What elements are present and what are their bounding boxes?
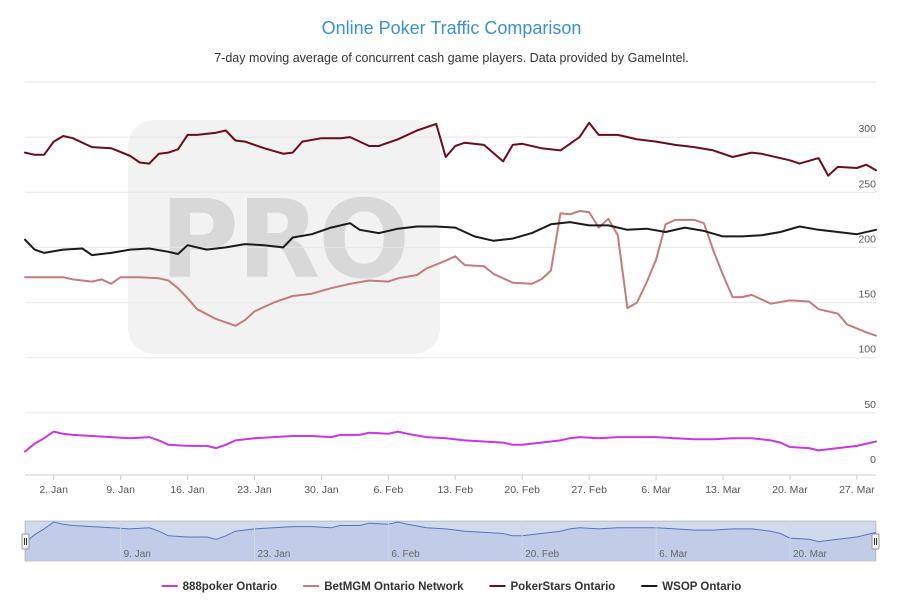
x-tick-label: 20. Mar bbox=[772, 484, 808, 496]
watermark-text: PRO bbox=[160, 178, 408, 303]
x-tick-label: 30. Jan bbox=[304, 484, 339, 496]
series-line-1[interactable] bbox=[24, 210, 877, 337]
chart-subtitle: 7-day moving average of concurrent cash … bbox=[214, 51, 689, 65]
navigator-area bbox=[25, 522, 876, 560]
x-tick-label: 6. Feb bbox=[373, 484, 403, 496]
x-tick-label: 13. Mar bbox=[705, 484, 741, 496]
x-axis: 2. Jan 9. Jan 16. Jan 23. Jan 30. Jan 6. Feb 1… bbox=[25, 474, 876, 496]
y-tick-label: 200 bbox=[858, 233, 876, 245]
y-tick-label: 0 bbox=[870, 454, 876, 466]
legend-item-3[interactable]: WSOP Ontario bbox=[641, 581, 741, 593]
legend-item-0[interactable]: 888poker Ontario bbox=[161, 581, 278, 593]
x-tick-label: 6. Mar bbox=[641, 484, 671, 496]
series-line-3[interactable] bbox=[24, 221, 877, 257]
navigator-tick-label: 6. Mar bbox=[659, 549, 688, 560]
navigator-handle-right[interactable] bbox=[871, 533, 880, 550]
y-tick-label: 250 bbox=[858, 178, 876, 190]
x-tick-label: 13. Feb bbox=[437, 484, 473, 496]
navigator[interactable]: 9. Jan 23. Jan 6. Feb 20. Feb 6. Mar 20. Mar bbox=[21, 520, 880, 562]
series-line-0[interactable] bbox=[24, 430, 877, 453]
legend-label: WSOP Ontario bbox=[662, 581, 741, 593]
y-tick-label: 150 bbox=[858, 289, 876, 301]
y-tick-label: 100 bbox=[858, 344, 876, 356]
legend-label: PokerStars Ontario bbox=[511, 581, 616, 593]
navigator-tick-label: 20. Mar bbox=[793, 549, 828, 560]
watermark-badge bbox=[128, 120, 440, 354]
navigator-tick-label: 9. Jan bbox=[124, 549, 151, 560]
navigator-line bbox=[24, 521, 877, 544]
watermark: PRO bbox=[128, 120, 440, 354]
x-tick-label: 27. Mar bbox=[839, 484, 875, 496]
navigator-tick-label: 20. Feb bbox=[525, 549, 559, 560]
y-tick-label: 50 bbox=[864, 399, 876, 411]
navigator-tick-label: 23. Jan bbox=[257, 549, 290, 560]
legend-label: 888poker Ontario bbox=[183, 581, 278, 593]
navigator-tick-label: 6. Feb bbox=[391, 549, 420, 560]
x-tick-label: 9. Jan bbox=[106, 484, 135, 496]
legend-label: BetMGM Ontario Network bbox=[324, 581, 464, 593]
x-tick-label: 2. Jan bbox=[39, 484, 68, 496]
navigator-mask[interactable] bbox=[25, 521, 876, 561]
legend: 888poker Ontario BetMGM Ontario Network Po… bbox=[161, 581, 741, 593]
grid-layer: 0 50 100 150 200 250 300 bbox=[25, 81, 876, 466]
navigator-ticks: 9. Jan 23. Jan 6. Feb 20. Feb 6. Mar 20. Mar bbox=[120, 521, 828, 561]
legend-item-2[interactable]: PokerStars Ontario bbox=[489, 581, 616, 593]
chart-title: Online Poker Traffic Comparison bbox=[321, 18, 582, 38]
x-tick-label: 23. Jan bbox=[237, 484, 272, 496]
x-tick-label: 27. Feb bbox=[571, 484, 607, 496]
navigator-handle-left[interactable] bbox=[21, 533, 30, 550]
navigator-frame bbox=[24, 520, 877, 562]
series-layer bbox=[24, 121, 877, 453]
y-tick-label: 300 bbox=[858, 123, 876, 135]
legend-item-1[interactable]: BetMGM Ontario Network bbox=[303, 581, 464, 593]
x-tick-label: 16. Jan bbox=[170, 484, 205, 496]
x-tick-label: 20. Feb bbox=[504, 484, 540, 496]
navigator-series bbox=[24, 521, 877, 560]
series-line-2[interactable] bbox=[24, 121, 877, 177]
